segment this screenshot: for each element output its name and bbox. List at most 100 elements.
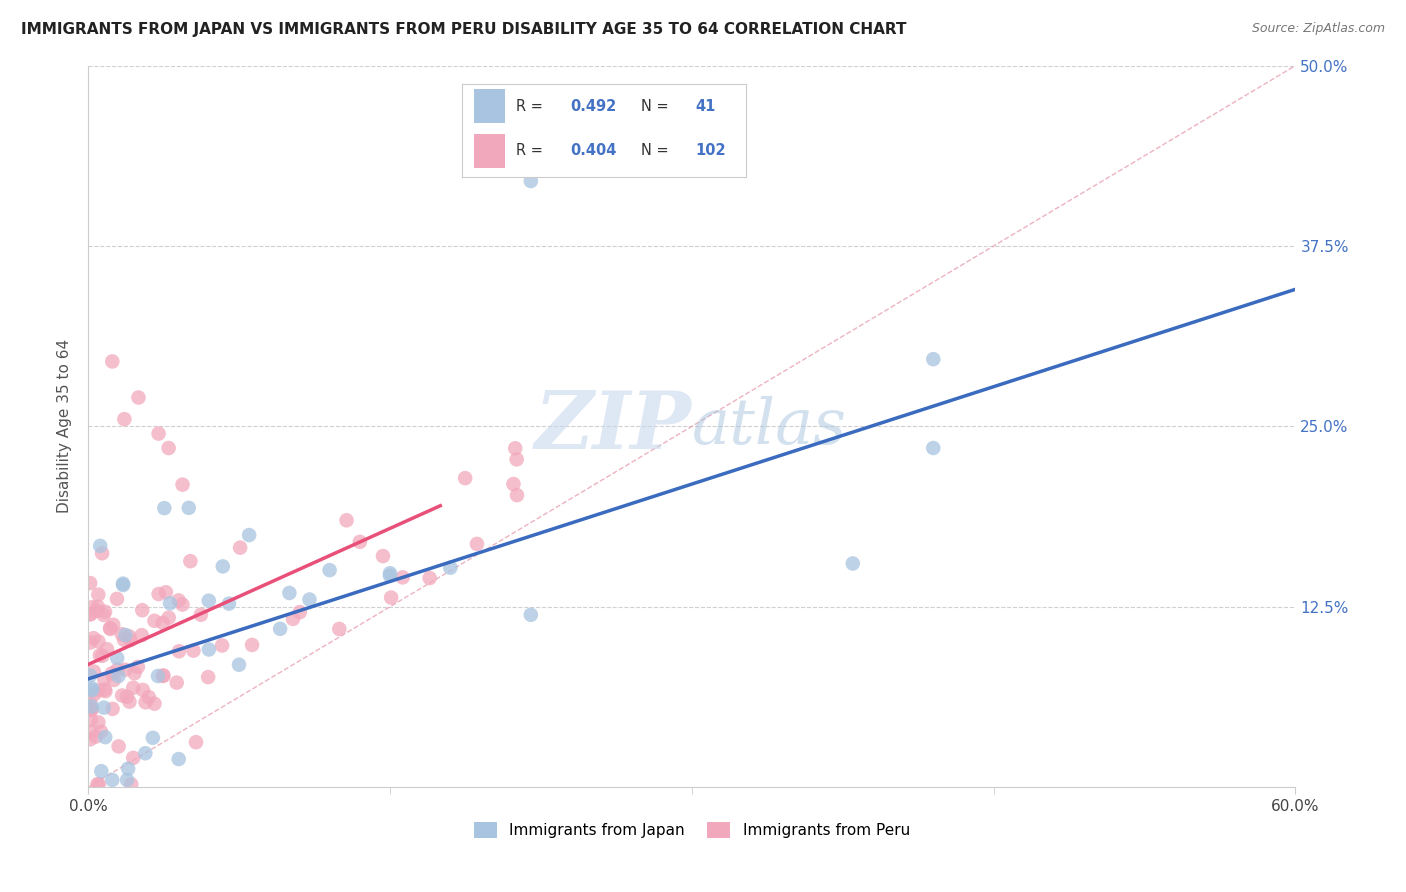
Point bbox=[520, 174, 543, 188]
Point bbox=[439, 560, 461, 574]
Y-axis label: Disability Age 35 to 64: Disability Age 35 to 64 bbox=[58, 339, 72, 514]
Point bbox=[159, 596, 181, 610]
Point bbox=[98, 622, 121, 636]
Point bbox=[134, 746, 156, 760]
Point bbox=[98, 621, 121, 635]
Point bbox=[107, 669, 129, 683]
Point bbox=[79, 732, 101, 747]
Point bbox=[503, 442, 526, 456]
Point bbox=[143, 697, 166, 711]
Point bbox=[103, 617, 125, 632]
Point bbox=[922, 441, 945, 455]
Point bbox=[96, 642, 118, 657]
Point bbox=[80, 701, 103, 715]
Point bbox=[101, 772, 124, 787]
Point bbox=[155, 585, 177, 599]
Point bbox=[419, 571, 441, 585]
Point bbox=[278, 586, 301, 600]
Point bbox=[127, 660, 149, 674]
Point bbox=[152, 668, 174, 682]
Point bbox=[152, 615, 174, 630]
Point bbox=[114, 663, 136, 677]
Point bbox=[89, 648, 111, 663]
Point bbox=[87, 683, 110, 698]
Point bbox=[87, 599, 110, 614]
Point bbox=[79, 724, 101, 739]
Point bbox=[120, 633, 142, 648]
Point bbox=[79, 697, 101, 711]
Point bbox=[211, 559, 233, 574]
Point bbox=[86, 777, 108, 791]
Point bbox=[105, 591, 128, 606]
Point bbox=[107, 663, 129, 677]
Point bbox=[842, 557, 865, 571]
Point bbox=[79, 668, 101, 682]
Point bbox=[146, 669, 169, 683]
Point bbox=[83, 687, 105, 701]
Point bbox=[80, 713, 103, 727]
Point bbox=[152, 669, 174, 683]
Point bbox=[115, 772, 138, 787]
Point bbox=[132, 683, 155, 698]
Point bbox=[167, 644, 190, 658]
Point bbox=[167, 593, 190, 607]
Point bbox=[89, 539, 111, 553]
Point bbox=[197, 670, 219, 684]
Point bbox=[520, 607, 543, 622]
Point bbox=[112, 632, 135, 647]
Point bbox=[238, 528, 260, 542]
Point bbox=[281, 612, 304, 626]
Point bbox=[240, 638, 263, 652]
Point bbox=[83, 631, 105, 645]
Point bbox=[124, 666, 146, 681]
Point bbox=[218, 597, 240, 611]
Point bbox=[167, 752, 190, 766]
Point bbox=[198, 642, 221, 657]
Point bbox=[335, 513, 357, 527]
Point bbox=[328, 622, 350, 636]
Point bbox=[505, 452, 527, 467]
Point bbox=[391, 570, 413, 584]
Point bbox=[138, 690, 160, 704]
Text: Source: ZipAtlas.com: Source: ZipAtlas.com bbox=[1251, 22, 1385, 36]
Point bbox=[211, 639, 233, 653]
Point bbox=[79, 703, 101, 717]
Point bbox=[142, 731, 165, 745]
Point bbox=[105, 651, 128, 665]
Point bbox=[101, 666, 124, 681]
Point bbox=[166, 675, 188, 690]
Point bbox=[198, 593, 221, 607]
Point bbox=[80, 702, 103, 716]
Point bbox=[157, 441, 180, 455]
Point bbox=[79, 635, 101, 649]
Point bbox=[229, 541, 252, 555]
Point bbox=[269, 622, 291, 636]
Point bbox=[177, 500, 200, 515]
Point bbox=[80, 607, 103, 621]
Point bbox=[93, 700, 115, 714]
Point bbox=[506, 488, 529, 502]
Point bbox=[111, 627, 134, 641]
Point bbox=[172, 477, 194, 491]
Point bbox=[112, 578, 135, 592]
Point bbox=[94, 730, 117, 744]
Point bbox=[91, 546, 114, 560]
Point bbox=[115, 690, 138, 704]
Point bbox=[318, 563, 340, 577]
Point bbox=[86, 604, 108, 618]
Point bbox=[465, 537, 488, 551]
Point bbox=[87, 588, 110, 602]
Text: atlas: atlas bbox=[692, 395, 846, 458]
Point bbox=[79, 576, 101, 591]
Legend: Immigrants from Japan, Immigrants from Peru: Immigrants from Japan, Immigrants from P… bbox=[468, 816, 915, 845]
Point bbox=[183, 643, 205, 657]
Point bbox=[80, 683, 103, 698]
Point bbox=[94, 605, 117, 619]
Point bbox=[122, 681, 145, 695]
Point bbox=[349, 534, 371, 549]
Point bbox=[80, 699, 103, 714]
Point bbox=[82, 600, 104, 615]
Point bbox=[148, 587, 170, 601]
Point bbox=[172, 598, 194, 612]
Point bbox=[111, 689, 134, 703]
